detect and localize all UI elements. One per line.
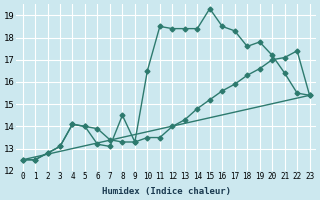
X-axis label: Humidex (Indice chaleur): Humidex (Indice chaleur) xyxy=(101,187,231,196)
